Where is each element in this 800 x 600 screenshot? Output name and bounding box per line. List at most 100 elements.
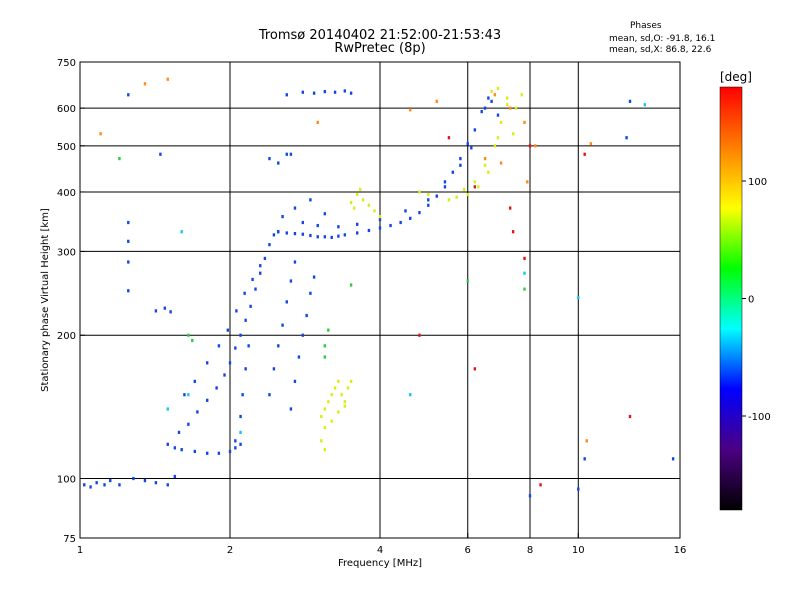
x-tick-label: 6 <box>465 545 471 556</box>
data-point <box>409 393 412 397</box>
data-point <box>312 275 316 279</box>
data-point <box>505 103 509 107</box>
data-point <box>143 82 147 86</box>
data-point <box>628 414 632 419</box>
data-point <box>323 425 327 430</box>
data-point <box>247 344 250 348</box>
data-point <box>83 483 86 487</box>
data-point <box>526 180 529 184</box>
data-point <box>443 180 447 184</box>
data-point <box>409 216 412 220</box>
data-point <box>643 103 647 107</box>
data-point <box>187 422 190 426</box>
data-point <box>355 192 359 197</box>
data-point <box>166 407 169 411</box>
data-point <box>323 448 327 452</box>
data-point <box>187 333 190 337</box>
data-point <box>459 163 462 167</box>
data-point <box>483 106 487 110</box>
data-point <box>337 410 340 414</box>
data-point <box>143 479 147 483</box>
data-point <box>217 451 221 455</box>
data-point <box>193 449 197 454</box>
data-point <box>528 144 532 148</box>
data-point <box>89 485 92 489</box>
data-point <box>272 233 276 237</box>
data-point <box>263 256 267 261</box>
data-point <box>577 487 580 491</box>
data-point <box>309 291 312 295</box>
data-point <box>268 243 271 247</box>
data-point <box>205 451 209 455</box>
data-point <box>177 430 181 434</box>
data-point <box>289 152 293 156</box>
data-point <box>367 203 371 207</box>
data-point <box>343 233 347 237</box>
data-point <box>173 446 177 450</box>
data-point <box>301 333 305 337</box>
data-point <box>316 120 319 124</box>
data-point <box>462 187 466 191</box>
phase-stats-o-mode: mean, sd,O: -91.8, 16.1 <box>609 34 716 44</box>
data-point <box>217 344 221 348</box>
data-point <box>228 449 232 454</box>
x-tick-label: 16 <box>674 545 687 556</box>
data-point <box>337 225 340 229</box>
x-tick-label: 10 <box>572 545 585 556</box>
data-point <box>583 457 586 461</box>
data-point <box>466 192 469 197</box>
data-point <box>520 93 523 97</box>
data-point <box>473 128 477 132</box>
data-point <box>427 192 430 197</box>
data-point <box>409 108 412 112</box>
data-point <box>244 318 247 322</box>
data-point <box>173 474 177 479</box>
data-point <box>127 289 130 293</box>
data-point <box>154 309 158 313</box>
phase-colorbar: -100 0 100 <box>719 86 771 511</box>
data-point <box>528 494 532 498</box>
data-point <box>301 220 305 225</box>
data-point <box>534 144 537 148</box>
data-point <box>228 361 232 365</box>
data-point <box>323 344 327 348</box>
data-point <box>193 379 197 383</box>
data-point <box>628 99 632 103</box>
data-point <box>499 161 503 165</box>
data-point <box>183 393 186 397</box>
data-point <box>508 206 512 210</box>
data-point <box>205 398 209 402</box>
data-point <box>358 187 362 191</box>
data-point <box>312 91 316 95</box>
data-point <box>404 209 407 213</box>
data-point <box>523 256 526 261</box>
x-tick-label: 4 <box>377 545 383 556</box>
data-point <box>451 170 455 174</box>
data-point <box>323 235 327 239</box>
data-point <box>349 91 353 95</box>
data-point <box>277 344 280 348</box>
data-point <box>244 367 247 371</box>
y-tick-label: 500 <box>57 142 76 153</box>
data-point <box>443 185 447 189</box>
data-point <box>132 476 135 481</box>
data-point <box>301 232 305 236</box>
data-point <box>523 120 526 124</box>
data-point <box>585 439 588 443</box>
data-point <box>243 291 246 295</box>
data-point <box>268 393 271 397</box>
data-point <box>272 367 276 371</box>
data-point <box>330 235 333 240</box>
data-point <box>511 132 515 136</box>
data-point <box>277 230 280 234</box>
data-point <box>169 310 172 314</box>
data-point <box>239 430 242 434</box>
x-axis-ticks: 1 2 4 6 8 10 16 <box>77 533 687 556</box>
data-point <box>127 93 130 97</box>
data-point <box>159 152 162 156</box>
y-tick-label: 200 <box>57 331 76 342</box>
data-point <box>316 223 319 228</box>
data-point <box>249 304 252 308</box>
data-point <box>493 93 497 97</box>
